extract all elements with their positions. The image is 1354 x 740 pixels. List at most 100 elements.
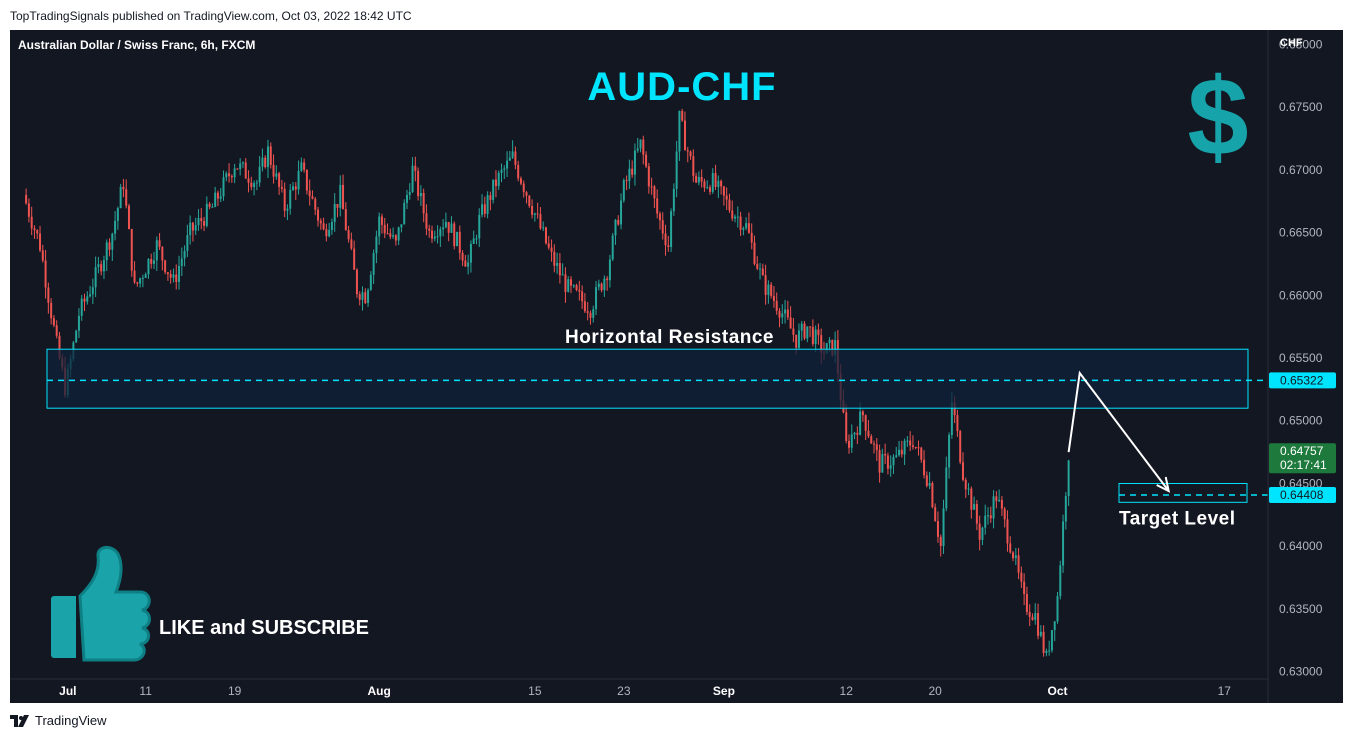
candle-body (183, 250, 186, 259)
x-tick-label: Aug (368, 684, 391, 698)
candlestick-chart[interactable]: Horizontal Resistance Target Level 0.6800… (10, 30, 1343, 703)
candle-body (1012, 552, 1015, 559)
candle-body (333, 203, 336, 222)
tradingview-logo[interactable]: TradingView (10, 713, 107, 728)
candle-body (914, 446, 917, 448)
candle-body (431, 230, 434, 239)
candle-body (41, 250, 44, 261)
candle-body (828, 339, 831, 344)
candle-body (950, 402, 953, 435)
candle-body (681, 110, 684, 121)
candle-body (786, 309, 789, 318)
candle-body (759, 268, 762, 270)
candle-body (89, 294, 92, 297)
candle-body (945, 467, 948, 509)
candle-body (1009, 543, 1012, 553)
candle-body (886, 455, 889, 469)
candle-body (397, 227, 400, 241)
candle-body (784, 309, 787, 314)
candle-body (898, 449, 901, 456)
candle-body (94, 267, 97, 288)
candle-body (775, 300, 778, 311)
candle-body (494, 179, 497, 187)
target-zone (1118, 482, 1248, 503)
candle-body (864, 415, 867, 431)
candle-body (781, 313, 784, 318)
candle-body (750, 232, 753, 243)
candle-body (169, 274, 172, 278)
candle-body (130, 229, 133, 271)
candle-body (706, 187, 709, 189)
candle-body (917, 447, 920, 449)
candle-body (528, 195, 531, 207)
chart-frame[interactable]: Horizontal Resistance Target Level 0.6800… (10, 30, 1343, 703)
candle-body (1006, 519, 1009, 544)
candle-body (175, 274, 178, 282)
candle-body (797, 330, 800, 348)
candle-body (458, 231, 461, 253)
candle-body (742, 228, 745, 230)
candle-body (600, 283, 603, 291)
candle-body (553, 251, 556, 266)
candle-body (720, 180, 723, 187)
candle-body (848, 440, 851, 448)
candle-body (36, 230, 39, 234)
candle-body (247, 178, 250, 183)
current-price-tag-countdown: 02:17:41 (1280, 458, 1327, 472)
candle-body (998, 499, 1001, 502)
candle-body (433, 236, 436, 239)
dollar-symbol: $ (1187, 56, 1248, 179)
candle-body (456, 231, 459, 247)
candle-body (361, 292, 364, 300)
x-tick-label: 19 (228, 684, 242, 698)
candle-body (389, 233, 392, 237)
candle-body (83, 298, 86, 302)
candle-body (803, 323, 806, 339)
candle-body (531, 206, 534, 215)
candle-body (194, 225, 197, 231)
current-price-tag-value: 0.64757 (1280, 444, 1324, 458)
candle-body (525, 192, 528, 196)
candle-body (497, 172, 500, 187)
candle-body (150, 259, 153, 264)
candle-body (278, 173, 281, 187)
candle-body (989, 515, 992, 519)
candle-body (111, 233, 114, 250)
candle-body (342, 184, 345, 210)
candle-body (861, 411, 864, 416)
candle-body (667, 245, 670, 247)
candle-body (1062, 521, 1065, 566)
candle-body (372, 253, 375, 275)
candle-body (125, 189, 128, 206)
candle-body (539, 214, 542, 229)
candle-body (675, 151, 678, 189)
candle-body (122, 186, 125, 190)
candle-body (219, 196, 222, 199)
candle-body (1020, 572, 1023, 582)
candle-body (114, 220, 117, 234)
candle-body (506, 160, 509, 169)
candle-body (809, 326, 812, 328)
candle-body (931, 483, 934, 508)
candle-body (964, 479, 967, 490)
candle-body (761, 268, 764, 276)
candle-body (86, 296, 89, 302)
candle-body (1000, 499, 1003, 509)
candle-body (353, 248, 356, 270)
candle-body (650, 186, 653, 188)
candle-body (770, 284, 773, 297)
candle-body (814, 329, 817, 345)
candle-body (792, 328, 795, 335)
candle-body (478, 214, 481, 239)
candle-body (672, 188, 675, 212)
candle-body (1042, 631, 1045, 654)
candle-body (58, 335, 61, 359)
candle-body (403, 202, 406, 225)
candle-body (186, 235, 189, 251)
candle-body (658, 213, 661, 221)
candle-body (711, 173, 714, 192)
candle-body (920, 447, 923, 460)
candle-body (1023, 581, 1026, 594)
candle-body (542, 227, 545, 229)
